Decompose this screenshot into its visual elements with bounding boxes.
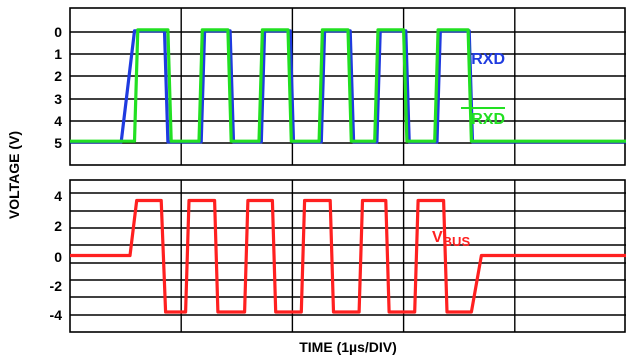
y-tick-label: 5	[54, 135, 62, 151]
x-axis-title: TIME (1µs/DIV)	[299, 339, 397, 355]
series-label-vbus: VBUS	[432, 229, 470, 249]
plot-frame	[69, 7, 626, 166]
y-tick-label: 0	[54, 249, 62, 265]
series-label-rxd: RXD	[471, 51, 505, 68]
y-tick-label: 3	[54, 91, 62, 107]
y-tick-label: 2	[54, 218, 62, 234]
y-axis-title: VOLTAGE (V)	[6, 131, 22, 219]
y-tick-label: 0	[54, 24, 62, 40]
y-tick-label: 4	[54, 188, 62, 204]
y-tick-label: -2	[50, 278, 63, 294]
panel-2: -4 -2 0 2 4 VBUS	[50, 179, 626, 333]
panel-1: 0 1 2 3 4 5 RXD RXD	[54, 7, 626, 166]
y-tick-label: 1	[54, 46, 62, 62]
series-label-rxd-bar: RXD	[471, 111, 505, 128]
trace-rxd-bar	[70, 28, 626, 143]
trace-vbus	[70, 198, 626, 314]
y-tick-label: -4	[50, 307, 63, 323]
y-tick-label: 4	[54, 113, 62, 129]
y-tick-label: 2	[54, 68, 62, 84]
